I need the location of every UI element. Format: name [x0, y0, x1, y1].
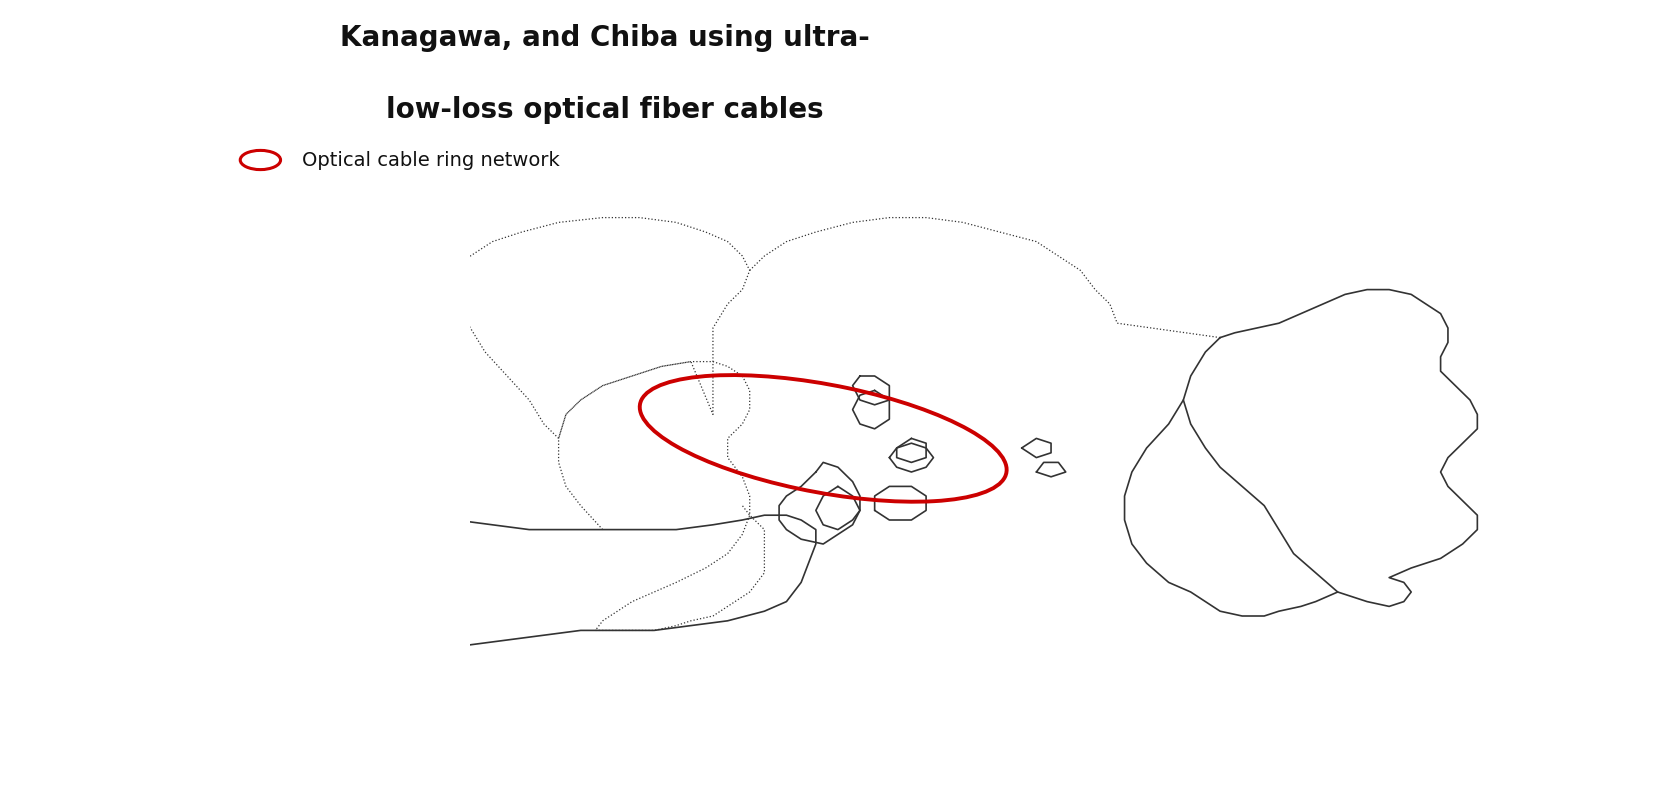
Text: Kanagawa, and Chiba using ultra-: Kanagawa, and Chiba using ultra-	[339, 24, 870, 52]
Text: Optical cable ring network: Optical cable ring network	[302, 150, 559, 170]
Text: low-loss optical fiber cables: low-loss optical fiber cables	[386, 96, 823, 124]
